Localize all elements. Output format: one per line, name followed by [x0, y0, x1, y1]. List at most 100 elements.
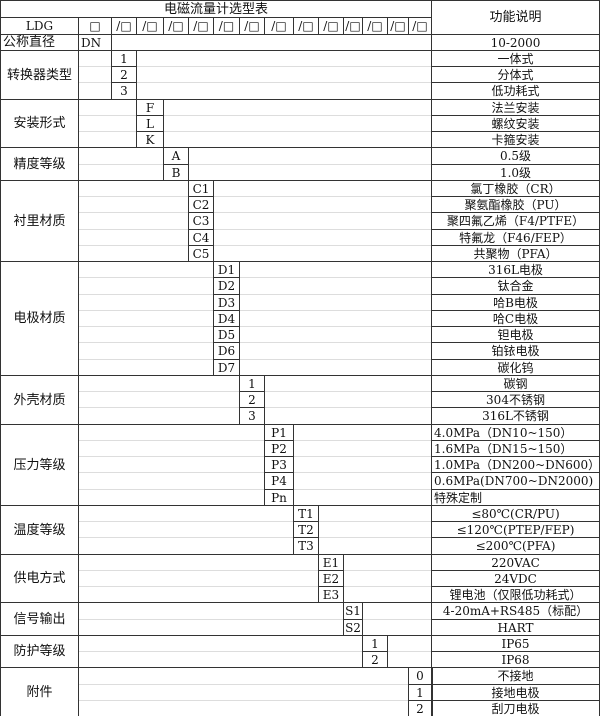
- row-gridline: [79, 440, 264, 457]
- group-label: 附件: [0, 667, 79, 716]
- row-gridline: [294, 456, 431, 473]
- option-code: L: [136, 115, 164, 132]
- option-description: 碳钢: [431, 375, 600, 392]
- row-gridline: [240, 326, 431, 343]
- option-description: 304不锈钢: [431, 391, 600, 408]
- row-gridline: [265, 375, 431, 392]
- row-gridline: [240, 277, 431, 295]
- row-gridline: [164, 115, 431, 132]
- row-gridline: [79, 229, 188, 246]
- row-gridline: [79, 66, 111, 83]
- row-gridline: [79, 521, 293, 538]
- row-gridline: [79, 115, 136, 132]
- row-gridline: [164, 99, 431, 116]
- group-label: 信号输出: [0, 602, 79, 636]
- option-description: 一体式: [431, 50, 600, 67]
- row-gridline: [79, 294, 213, 311]
- option-description: ≤120℃(PTEP/FEP): [431, 521, 600, 538]
- row-gridline: [79, 212, 188, 230]
- option-code: D4: [213, 310, 240, 327]
- option-code: A: [163, 147, 189, 165]
- option-description: 法兰安装: [431, 99, 600, 116]
- row-gridline: [137, 50, 431, 67]
- option-code: 1: [239, 375, 265, 392]
- row-gridline: [79, 180, 188, 197]
- nominal-description: 10-2000: [431, 34, 600, 51]
- option-code: P2: [264, 440, 294, 457]
- row-gridline: [344, 554, 431, 571]
- option-description: 锂电池（仅限低功耗式）: [431, 586, 600, 603]
- group-label: 压力等级: [0, 424, 79, 506]
- model-slot: /□: [387, 17, 409, 35]
- model-slot: /□: [239, 17, 265, 35]
- row-gridline: [79, 635, 362, 652]
- option-code: 1: [408, 684, 432, 701]
- option-code: C1: [188, 180, 214, 197]
- option-code: E3: [318, 586, 344, 603]
- nominal-code: DN: [78, 34, 112, 51]
- row-gridline: [319, 521, 431, 538]
- row-gridline: [240, 342, 431, 360]
- option-code: D1: [213, 261, 240, 278]
- option-description: 聚四氟乙烯（F4/PTFE）: [431, 212, 600, 230]
- option-code: K: [136, 131, 164, 148]
- row-gridline: [79, 570, 318, 587]
- option-code: S2: [343, 619, 363, 636]
- row-gridline: [79, 50, 111, 67]
- row-gridline: [79, 375, 239, 392]
- option-description: 220VAC: [431, 554, 600, 571]
- option-code: P3: [264, 456, 294, 473]
- option-description: 1.6MPa（DN15~150）: [431, 440, 600, 457]
- row-gridline: [137, 66, 431, 83]
- option-code: D7: [213, 359, 240, 376]
- option-description: IP65: [431, 635, 600, 652]
- option-code: S1: [343, 602, 363, 620]
- option-code: D2: [213, 277, 240, 295]
- option-description: 氯丁橡胶（CR）: [431, 180, 600, 197]
- option-code: T2: [293, 521, 319, 538]
- row-gridline: [388, 635, 431, 652]
- row-gridline: [79, 99, 136, 116]
- option-description: IP68: [431, 651, 600, 668]
- row-gridline: [79, 342, 213, 360]
- row-gridline: [214, 229, 431, 246]
- group-label: 外壳材质: [0, 375, 79, 425]
- option-code: Pn: [264, 489, 294, 506]
- option-description: 24VDC: [431, 570, 600, 587]
- option-description: 螺纹安装: [431, 115, 600, 132]
- option-description: 0.6MPa(DN700~DN2000): [431, 472, 600, 490]
- option-description: 刮刀电极: [431, 700, 600, 716]
- group-label: 衬里材质: [0, 180, 79, 262]
- option-code: 0: [408, 667, 432, 685]
- option-description: 不接地: [431, 667, 600, 685]
- table-title: 电磁流量计选型表: [0, 0, 432, 18]
- row-gridline: [79, 667, 408, 685]
- row-gridline: [363, 602, 431, 620]
- option-description: 4-20mA+RS485（标配）: [431, 602, 600, 620]
- option-code: T3: [293, 537, 319, 555]
- option-description: 1.0级: [431, 164, 600, 181]
- row-gridline: [214, 180, 431, 197]
- option-code: F: [136, 99, 164, 116]
- option-code: E2: [318, 570, 344, 587]
- option-description: 1.0MPa（DN200~DN600）: [431, 456, 600, 473]
- group-label: 转换器类型: [0, 50, 79, 100]
- option-description: 哈C电极: [431, 310, 600, 327]
- option-code: 2: [111, 66, 137, 83]
- model-slot: /□: [136, 17, 164, 35]
- nominal-blank: [111, 34, 432, 51]
- row-gridline: [79, 277, 213, 295]
- row-gridline: [79, 456, 264, 473]
- model-slot: /□: [408, 17, 432, 35]
- row-gridline: [265, 391, 431, 408]
- row-gridline: [189, 147, 431, 165]
- row-gridline: [79, 326, 213, 343]
- option-code: 2: [239, 391, 265, 408]
- option-description: ≤200℃(PFA): [431, 537, 600, 555]
- row-gridline: [294, 472, 431, 490]
- option-description: 卡箍安装: [431, 131, 600, 148]
- option-code: 1: [362, 635, 388, 652]
- model-prefix: LDG: [0, 17, 79, 35]
- group-label: 电极材质: [0, 261, 79, 376]
- option-code: B: [163, 164, 189, 181]
